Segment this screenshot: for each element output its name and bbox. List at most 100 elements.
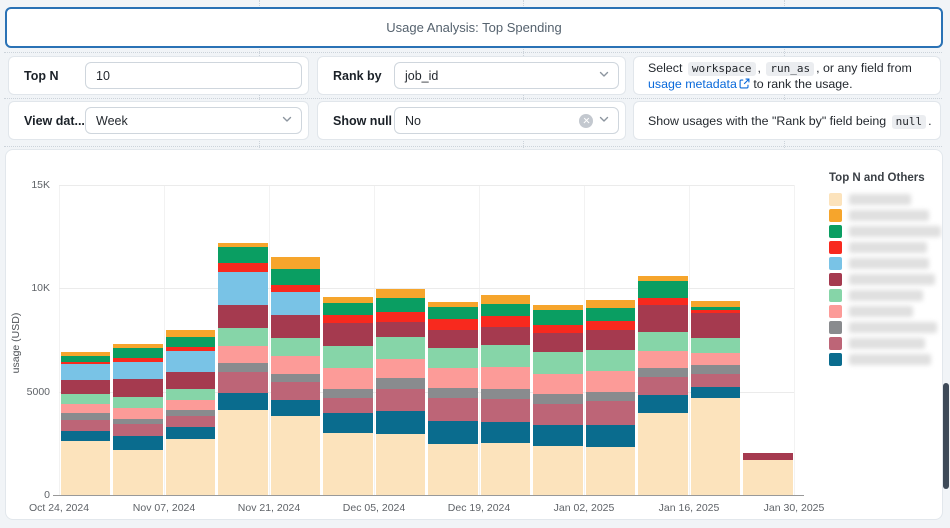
bar-segment-redacted-job-10[interactable] xyxy=(113,423,163,437)
bar-segment-redacted-job-08[interactable] xyxy=(375,358,425,379)
bar-segment-redacted-job-06[interactable] xyxy=(165,372,215,389)
vertical-scrollbar[interactable] xyxy=(943,383,949,489)
bar-segment-redacted-job-09[interactable] xyxy=(218,362,268,373)
bar-segment-redacted-job-01[interactable] xyxy=(218,410,268,495)
bar-segment-redacted-job-02[interactable] xyxy=(323,296,373,303)
bar-segment-redacted-job-04[interactable] xyxy=(323,315,373,324)
bar-segment-redacted-job-02[interactable] xyxy=(113,344,163,349)
bar-segment-redacted-job-02[interactable] xyxy=(375,289,425,298)
bar-segment-redacted-job-10[interactable] xyxy=(165,416,215,427)
bar-segment-redacted-job-10[interactable] xyxy=(690,374,740,387)
legend-item-6[interactable] xyxy=(829,271,941,287)
bar-segment-redacted-job-03[interactable] xyxy=(165,336,215,348)
usage-metadata-link[interactable]: usage metadata xyxy=(648,76,737,91)
legend-item-5[interactable] xyxy=(829,255,941,271)
bar-segment-redacted-job-01[interactable] xyxy=(690,397,740,495)
bar-segment-redacted-job-05[interactable] xyxy=(113,361,163,380)
legend-item-2[interactable] xyxy=(829,207,941,223)
bar-segment-redacted-job-05[interactable] xyxy=(165,351,215,373)
bar-segment-redacted-job-07[interactable] xyxy=(113,396,163,409)
bar-segment-redacted-job-01[interactable] xyxy=(375,434,425,495)
bar-segment-redacted-job-03[interactable] xyxy=(113,348,163,358)
bar-segment-redacted-job-10[interactable] xyxy=(375,388,425,412)
legend-item-4[interactable] xyxy=(829,239,941,255)
legend-item-7[interactable] xyxy=(829,287,941,303)
bar-segment-redacted-job-01[interactable] xyxy=(743,459,793,495)
bar-segment-redacted-job-07[interactable] xyxy=(428,348,478,368)
bar-segment-redacted-job-02[interactable] xyxy=(218,242,268,247)
bar-segment-redacted-job-11[interactable] xyxy=(638,394,688,414)
bar-segment-redacted-job-08[interactable] xyxy=(60,404,110,414)
bar-segment-redacted-job-02[interactable] xyxy=(585,299,635,308)
bar-segment-redacted-job-10[interactable] xyxy=(270,382,320,400)
bar-segment-redacted-job-09[interactable] xyxy=(165,410,215,417)
bar-segment-redacted-job-10[interactable] xyxy=(218,372,268,393)
bar-segment-redacted-job-06[interactable] xyxy=(533,332,583,353)
bar-segment-redacted-job-09[interactable] xyxy=(270,374,320,383)
bar-segment-redacted-job-03[interactable] xyxy=(638,281,688,298)
bar-segment-redacted-job-09[interactable] xyxy=(585,391,635,401)
bar-segment-redacted-job-01[interactable] xyxy=(638,413,688,495)
bar-segment-redacted-job-04[interactable] xyxy=(218,262,268,272)
bar-segment-redacted-job-06[interactable] xyxy=(60,380,110,394)
bar-segment-redacted-job-04[interactable] xyxy=(113,357,163,362)
bar-segment-redacted-job-08[interactable] xyxy=(638,351,688,368)
bar-segment-redacted-job-02[interactable] xyxy=(60,352,110,356)
bar-segment-redacted-job-03[interactable] xyxy=(375,297,425,313)
bar-segment-redacted-job-11[interactable] xyxy=(218,392,268,411)
bar-segment-redacted-job-10[interactable] xyxy=(533,404,583,425)
bar-segment-redacted-job-07[interactable] xyxy=(480,345,530,367)
legend-item-3[interactable] xyxy=(829,223,941,239)
bar-segment-redacted-job-05[interactable] xyxy=(218,271,268,305)
bar-segment-redacted-job-04[interactable] xyxy=(533,324,583,333)
bar-segment-redacted-job-04[interactable] xyxy=(428,319,478,330)
view-data-by-select[interactable]: Week xyxy=(85,107,302,134)
bar-segment-redacted-job-08[interactable] xyxy=(323,367,373,389)
bar-segment-redacted-job-04[interactable] xyxy=(638,297,688,305)
bar-segment-redacted-job-11[interactable] xyxy=(270,399,320,417)
bar-segment-redacted-job-06[interactable] xyxy=(428,329,478,349)
bar-segment-redacted-job-08[interactable] xyxy=(585,371,635,392)
bar-segment-redacted-job-07[interactable] xyxy=(585,350,635,371)
bar-segment-redacted-job-08[interactable] xyxy=(690,353,740,365)
bar-segment-redacted-job-01[interactable] xyxy=(428,444,478,495)
top-n-input[interactable]: 10 xyxy=(85,62,302,89)
bar-segment-redacted-job-09[interactable] xyxy=(638,367,688,378)
bar-segment-redacted-job-09[interactable] xyxy=(323,388,373,398)
bar-segment-redacted-job-10[interactable] xyxy=(585,400,635,425)
bar-segment-redacted-job-07[interactable] xyxy=(638,331,688,352)
bar-segment-redacted-job-01[interactable] xyxy=(323,433,373,495)
bar-segment-redacted-job-03[interactable] xyxy=(60,355,110,362)
bar-segment-redacted-job-04[interactable] xyxy=(480,316,530,327)
bar-segment-redacted-job-01[interactable] xyxy=(270,416,320,495)
bar-segment-redacted-job-06[interactable] xyxy=(638,304,688,332)
bar-segment-redacted-job-08[interactable] xyxy=(533,374,583,394)
bar-segment-redacted-job-06[interactable] xyxy=(585,329,635,351)
bar-segment-redacted-job-04[interactable] xyxy=(270,285,320,293)
bar-segment-redacted-job-02[interactable] xyxy=(165,329,215,337)
bar-segment-redacted-job-06[interactable] xyxy=(690,313,740,338)
bar-segment-redacted-job-08[interactable] xyxy=(165,399,215,411)
bar-segment-redacted-job-04[interactable] xyxy=(585,321,635,330)
bar-segment-redacted-job-07[interactable] xyxy=(323,346,373,368)
bar-segment-redacted-job-09[interactable] xyxy=(690,364,740,375)
bar-segment-redacted-job-11[interactable] xyxy=(533,424,583,447)
bar-segment-redacted-job-09[interactable] xyxy=(113,418,163,424)
bar-segment-redacted-job-08[interactable] xyxy=(428,367,478,388)
bar-segment-redacted-job-02[interactable] xyxy=(690,300,740,307)
bar-segment-redacted-job-01[interactable] xyxy=(480,443,530,495)
bar-segment-redacted-job-06[interactable] xyxy=(323,323,373,347)
bar-segment-redacted-job-07[interactable] xyxy=(218,327,268,347)
bar-segment-redacted-job-08[interactable] xyxy=(480,366,530,389)
bar-segment-redacted-job-08[interactable] xyxy=(270,355,320,375)
bar-segment-redacted-job-01[interactable] xyxy=(60,441,110,495)
bar-segment-redacted-job-03[interactable] xyxy=(690,306,740,311)
clear-selection-icon[interactable] xyxy=(579,113,593,128)
legend-item-8[interactable] xyxy=(829,303,941,319)
bar-segment-redacted-job-07[interactable] xyxy=(690,337,740,354)
bar-segment-redacted-job-10[interactable] xyxy=(638,377,688,395)
bar-segment-redacted-job-07[interactable] xyxy=(165,388,215,400)
rank-by-select[interactable]: job_id xyxy=(394,62,619,89)
bar-segment-redacted-job-06[interactable] xyxy=(375,322,425,337)
bar-segment-redacted-job-05[interactable] xyxy=(270,292,320,316)
